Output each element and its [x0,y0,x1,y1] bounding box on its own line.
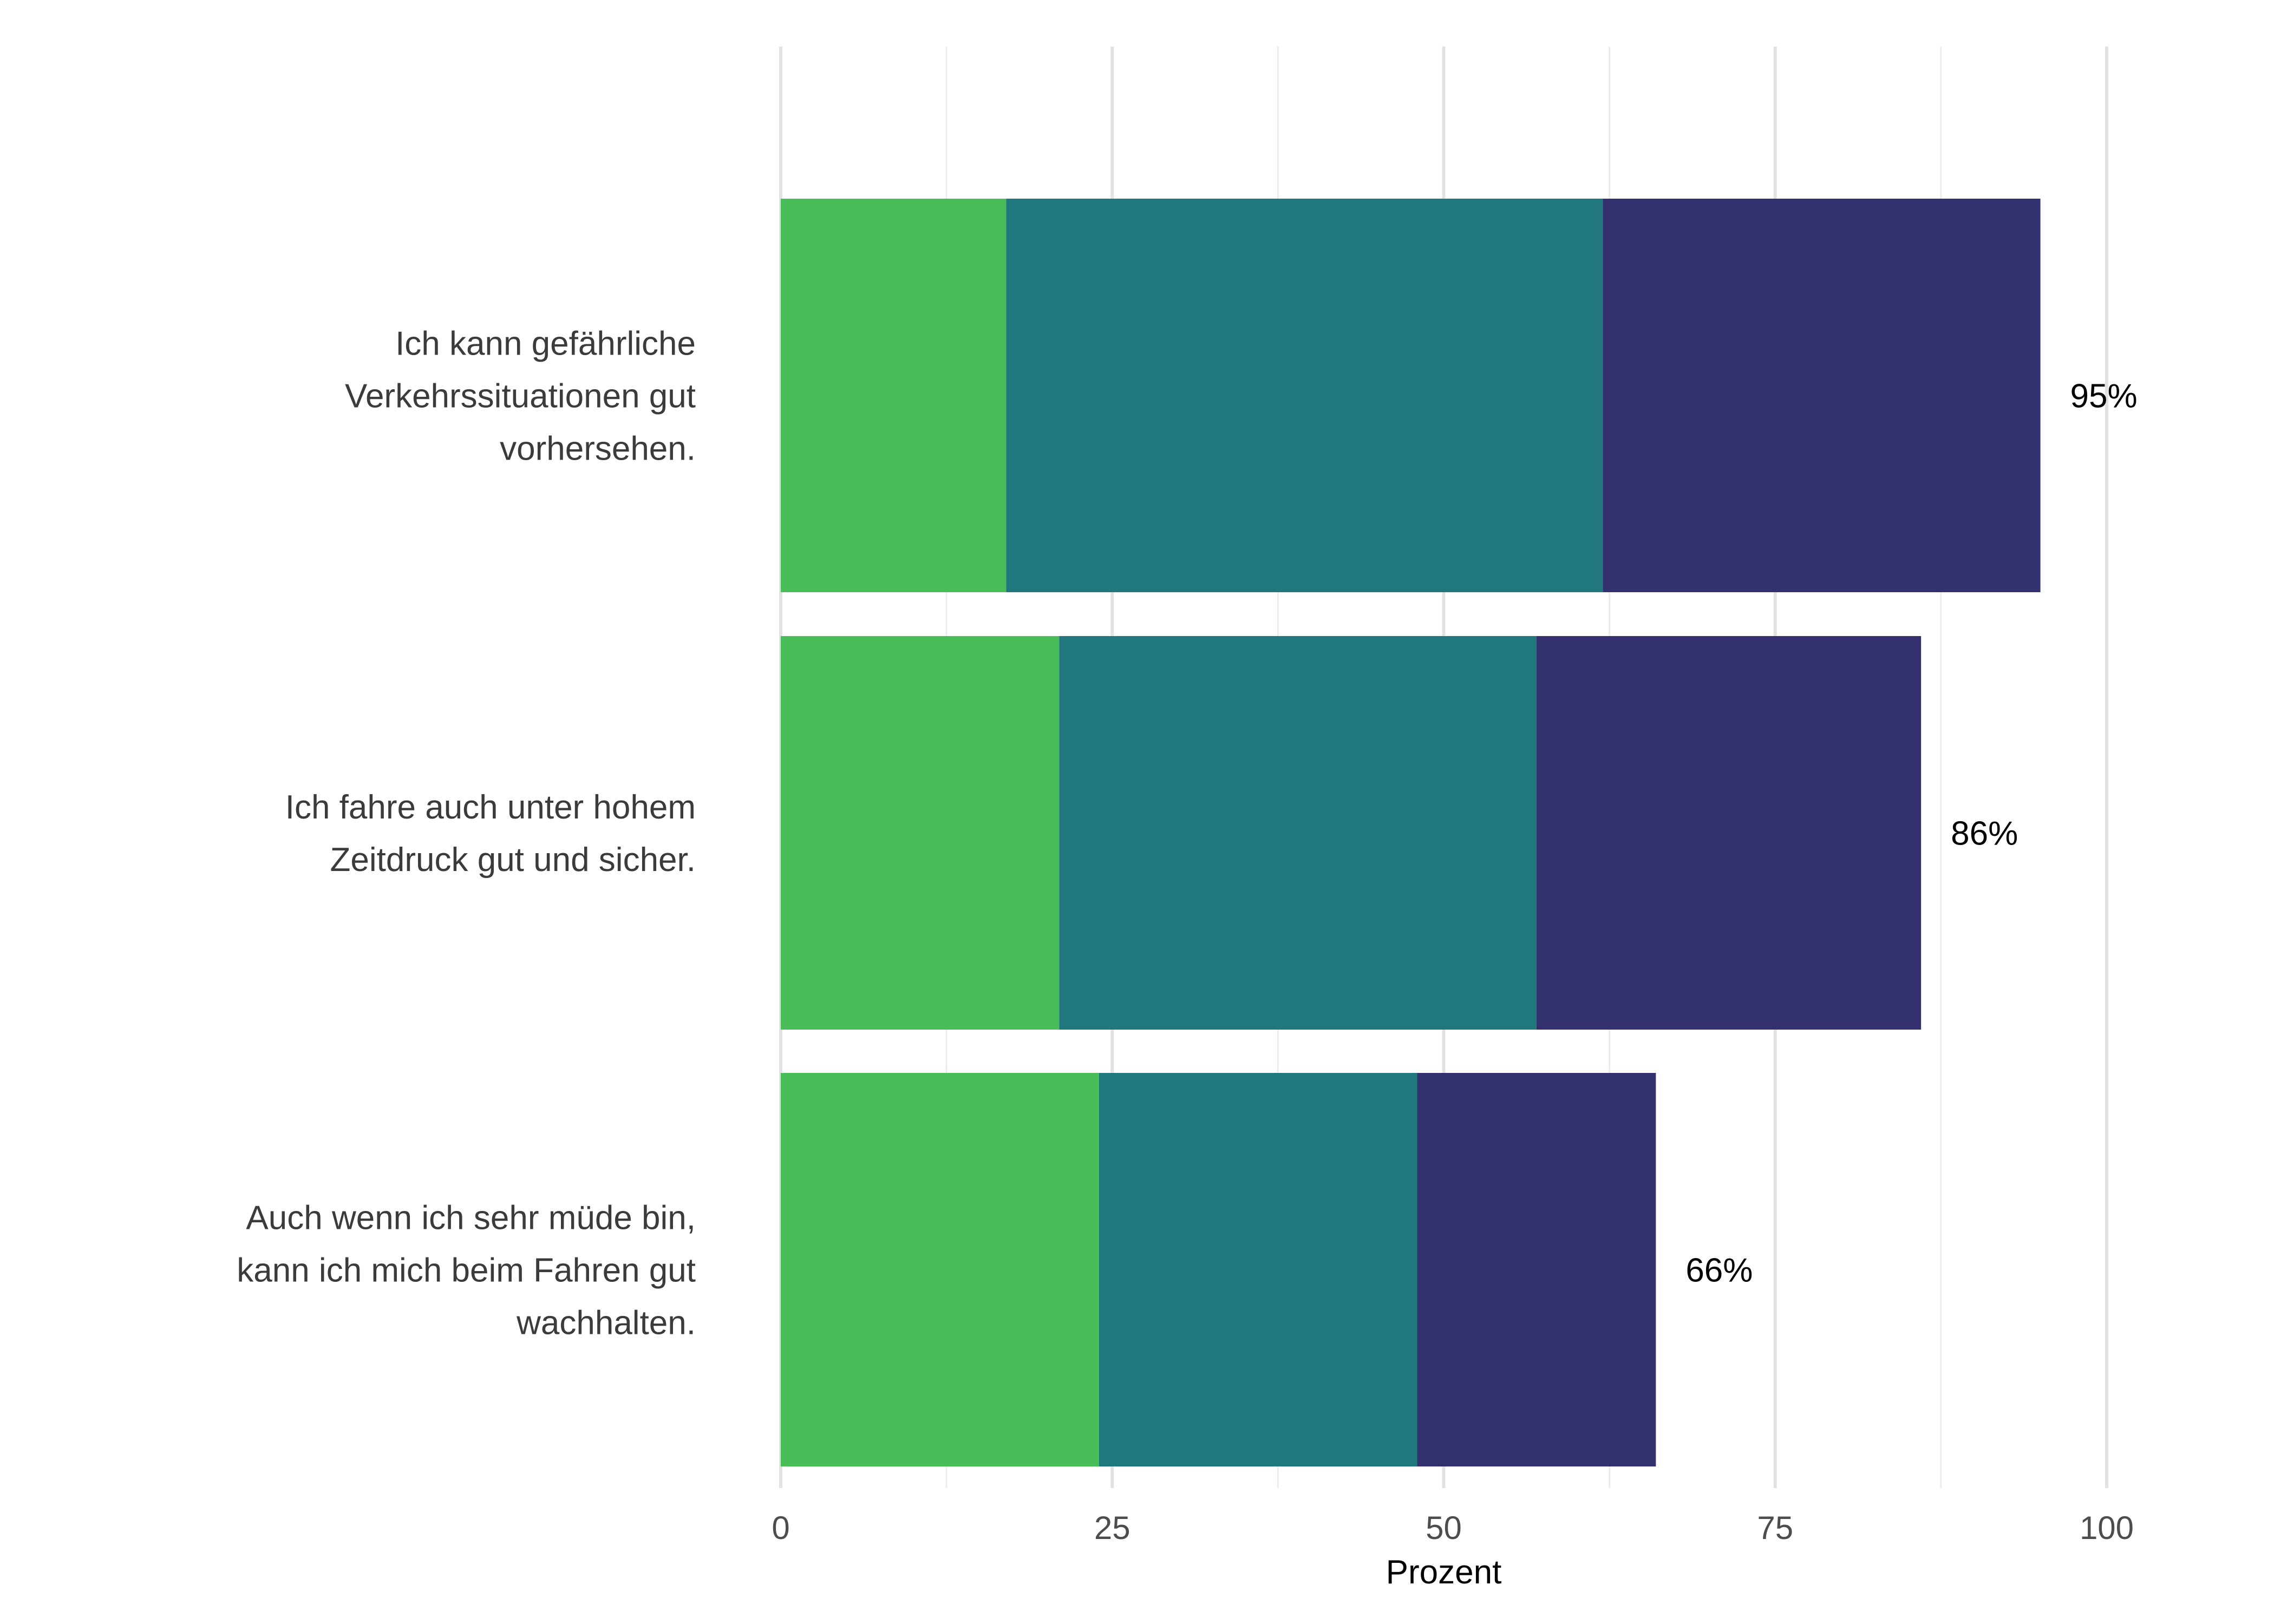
category-label: Verkehrssituationen gut [345,378,696,415]
total-label: 86% [1951,815,2018,853]
category-label: Zeitdruck gut und sicher. [330,841,696,879]
bar-segment-2 [1099,1073,1417,1466]
total-label: 95% [2070,378,2138,415]
bar-segment-1 [781,636,1060,1030]
bar-segment-3 [1603,199,2041,592]
x-axis-title: Prozent [1386,1554,1502,1591]
bar-segment-1 [781,199,1007,592]
category-label: Auch wenn ich sehr müde bin, [246,1200,696,1237]
category-label: vorhersehen. [500,430,696,468]
total-label: 66% [1685,1252,1753,1289]
category-label: Ich fahre auch unter hohem [285,789,696,826]
category-label: Ich kann gefährliche [395,325,696,363]
category-label: wachhalten. [516,1305,696,1342]
bar-segment-1 [781,1073,1099,1466]
x-tick-label: 0 [772,1510,789,1546]
x-tick-label: 75 [1757,1510,1793,1546]
category-label: kann ich mich beim Fahren gut [237,1252,696,1289]
bar-segment-2 [1059,636,1537,1030]
bar-segment-3 [1536,636,1922,1030]
x-tick-label: 100 [2080,1510,2134,1546]
x-tick-label: 50 [1426,1510,1462,1546]
bar-segment-2 [1006,199,1603,592]
bar-segment-3 [1417,1073,1656,1466]
x-tick-label: 25 [1094,1510,1131,1546]
